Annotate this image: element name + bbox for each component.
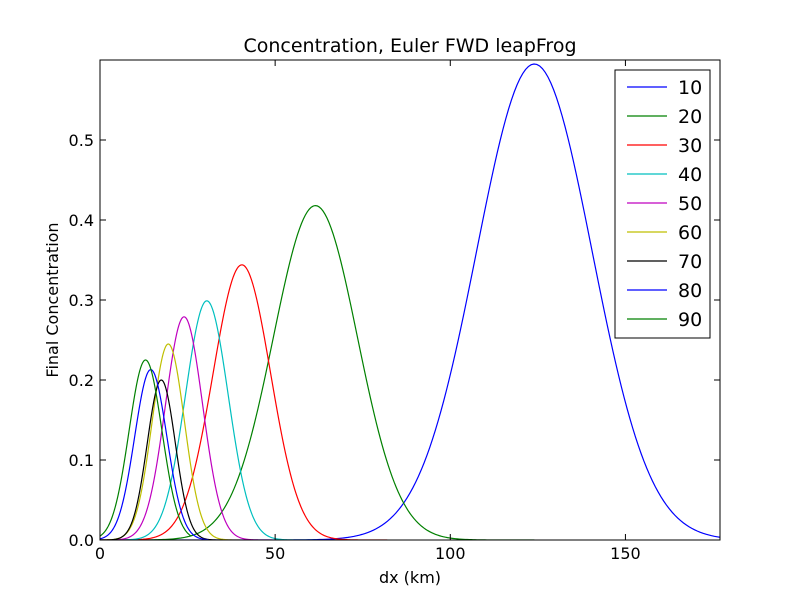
- legend-label: 80: [678, 280, 702, 302]
- legend-label: 70: [678, 251, 702, 273]
- series-line-50: [100, 316, 272, 540]
- series-line-40: [100, 300, 318, 540]
- axis-ticks: [99, 60, 720, 541]
- series-line-10: [100, 63, 720, 540]
- series-line-80: [100, 368, 209, 540]
- y-tick-label: 0.5: [69, 131, 94, 150]
- series-line-70: [100, 379, 223, 540]
- plot-curves: [100, 63, 720, 540]
- legend-label: 20: [678, 106, 702, 128]
- legend-label: 90: [678, 309, 702, 331]
- legend-label: 50: [678, 193, 702, 215]
- x-tick-label: 150: [610, 544, 641, 563]
- x-tick-label: 50: [265, 544, 285, 563]
- y-tick-label: 0.1: [69, 451, 94, 470]
- chart-title: Concentration, Euler FWD leapFrog: [243, 35, 576, 57]
- y-axis-label: Final Concentration: [43, 222, 62, 377]
- series-line-30: [100, 264, 388, 540]
- series-line-20: [100, 204, 535, 540]
- legend-box: [614, 69, 711, 339]
- y-tick-label: 0.3: [69, 291, 94, 310]
- legend-label: 10: [678, 77, 702, 99]
- series-line-90: [100, 359, 192, 537]
- x-tick-label: 0: [95, 544, 105, 563]
- legend-label: 60: [678, 222, 702, 244]
- y-tick-label: 0.2: [69, 371, 94, 390]
- x-axis-label: dx (km): [379, 568, 441, 587]
- legend: 10 20 30 40 50 60 70 80 90: [614, 69, 711, 339]
- y-tick-label: 0.0: [69, 531, 94, 550]
- x-tick-label: 100: [435, 544, 466, 563]
- tick-labels: 0 50 100 150 0.0 0.1 0.2 0.3 0.4 0.5: [69, 131, 641, 563]
- y-tick-label: 0.4: [69, 211, 94, 230]
- legend-label: 30: [678, 135, 702, 157]
- legend-label: 40: [678, 164, 702, 186]
